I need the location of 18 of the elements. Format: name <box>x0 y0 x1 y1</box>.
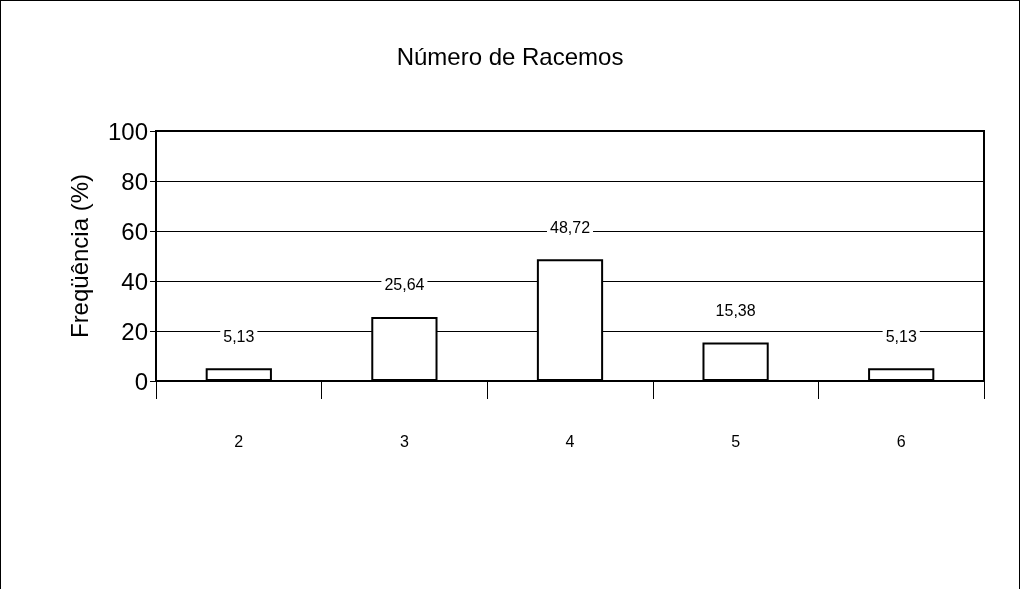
x-tick-label: 5 <box>731 432 741 450</box>
x-tick-label: 2 <box>234 432 244 450</box>
y-tick-label: 100 <box>107 117 148 145</box>
x-tick-label: 4 <box>565 432 575 450</box>
y-axis-title: Freqüência (%) <box>65 173 93 339</box>
x-tick-label: 6 <box>896 432 906 450</box>
y-tick-label: 60 <box>121 217 148 245</box>
y-tick-label: 20 <box>121 317 148 345</box>
y-tick-label: 80 <box>121 167 148 195</box>
y-tick-label: 40 <box>121 267 148 295</box>
data-label: 15,38 <box>715 302 756 320</box>
chart-title: Número de Racemos <box>396 42 624 70</box>
data-label: 48,72 <box>549 218 591 236</box>
data-label: 25,64 <box>384 276 425 294</box>
x-tick-label: 3 <box>399 432 409 450</box>
data-label: 5,13 <box>223 327 255 345</box>
y-tick-label: 0 <box>134 367 148 395</box>
data-label: 5,13 <box>885 327 917 345</box>
